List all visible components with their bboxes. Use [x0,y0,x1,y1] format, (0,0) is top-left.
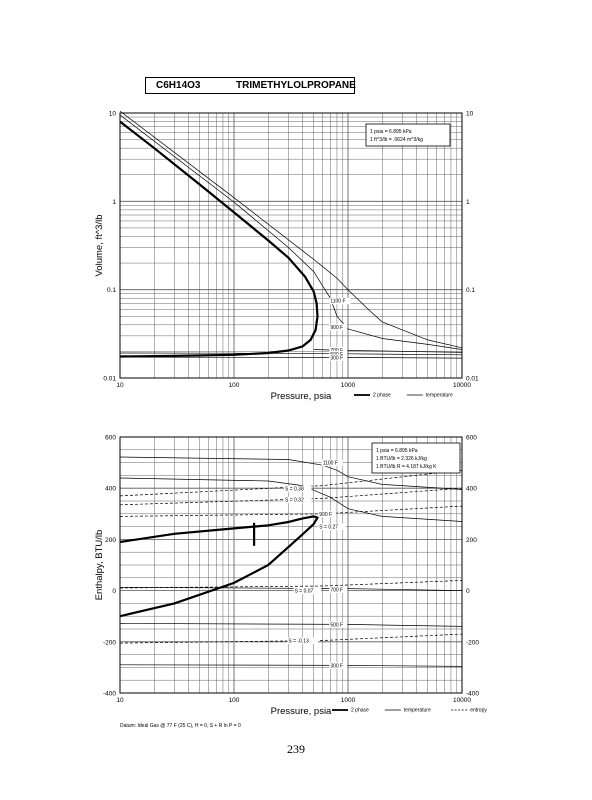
datum-note: Datum: Ideal Gas @ 77 F (25 C), H = 0, S… [120,723,241,729]
conversion-text: 1 BTU/lb R = 4.187 kJ/kg K [376,464,437,470]
curve-label-bg [293,587,322,595]
y-tick-label-right: -200 [466,639,479,646]
x-tick-label: 1000 [341,382,356,389]
series-dome-2-phase [119,515,320,618]
y-tick-label: 0.1 [107,287,116,294]
curve-label-bg [329,350,348,358]
curve-label-bg [329,346,348,354]
y-tick-label-right: 1 [466,199,470,206]
y-tick-label-right: 600 [466,435,477,442]
curve-label: S = 0.27 [319,525,338,531]
legend-label: 2 phase [351,708,369,714]
y-tick-label-right: 200 [466,537,477,544]
series-entropy-s-0-27 [119,505,463,517]
x-tick-label: 100 [229,697,240,704]
x-tick-label: 1000 [341,697,356,704]
y-tick-label: 0 [112,588,116,595]
x-axis-label: Pressure, psia [271,706,332,717]
compound-name: TRIMETHYLOLPROPANE [236,80,356,91]
series-temperature-1100-f [119,456,463,490]
curve-label: S = 0.38 [285,487,304,493]
conversion-text: 1 psia = 6.895 kPa [370,129,412,135]
x-tick-label: 10 [116,697,124,704]
conversion-text: 1 ft^3/lb = .0624 m^3/kg [370,137,423,143]
curve-label: 300 F [330,663,343,669]
curve-label: 900 F [330,325,343,331]
y-tick-label: 1 [112,199,116,206]
x-tick-label: 10 [116,382,124,389]
conversion-box [371,442,461,474]
series-temperature-1100-f [119,110,463,349]
curve-label-bg [329,586,348,593]
curve-label-bg [318,510,337,518]
curve-label-bg [287,637,319,645]
y-tick-label: 10 [109,111,117,118]
y-tick-label-right: 0 [466,588,470,595]
conversion-text: 1 BTU/lb = 2.326 kJ/kg [376,456,427,462]
chart-title-box: C6H14O3 TRIMETHYLOLPROPANE [145,77,356,94]
series-entropy-s-0-32 [119,487,463,506]
plot-frame [119,112,463,379]
y-tick-label-right: 10 [466,111,474,118]
curve-label: 700 F [330,587,343,593]
curve-label-bg [329,354,348,361]
series-temperature-700-f [119,586,463,591]
y-tick-label: -200 [103,639,116,646]
series-temperature-500-f [119,352,463,356]
legend-label: temperature [426,393,453,399]
y-tick-label: 0.01 [103,376,116,383]
y-tick-label-right: -400 [466,691,479,698]
x-tick-label: 10000 [453,697,471,704]
series-temperature-900-f [119,477,463,522]
y-axis-label: Volume, ft^3/lb [94,214,105,276]
curve-label-bg [329,297,351,305]
compound-formula: C6H14O3 [156,80,201,91]
y-tick-label-right: 400 [466,486,477,493]
legend-label: 2 phase [373,393,391,399]
y-tick-label: 200 [105,537,116,544]
curve-label-bg [283,485,312,493]
legend-label: temperature [404,708,431,714]
curve-label-bg [329,662,348,669]
curve-label: 300 F [330,355,343,361]
conversion-box [365,123,451,147]
conversion-text: 1 psia = 6.895 kPa [376,448,418,454]
series-temperature-900-f [119,114,463,350]
x-tick-label: 100 [229,382,240,389]
series-entropy-s-0-07 [119,580,463,589]
y-tick-label: -400 [103,691,116,698]
y-tick-label-right: 0.1 [466,287,475,294]
x-axis-label: Pressure, psia [271,391,332,402]
curve-label: 1100 F [323,461,338,467]
series-temperature-300-f [119,664,463,667]
curve-label: 500 F [330,622,343,628]
series-temperature-300-f [119,356,463,359]
curve-label: 900 F [319,512,332,518]
series-entropy-s-0-13 [119,633,463,644]
curve-label: S = 0.32 [285,498,304,504]
curve-label: 1100 F [330,299,345,305]
curve-label: S = -0.13 [288,639,309,645]
curve-label: S = 0.07 [295,589,314,595]
y-tick-label-right: 0.01 [466,376,479,383]
curve-label-bg [283,496,312,504]
series-temperature-500-f [119,623,463,627]
page-number: 239 [287,742,305,756]
curve-label-bg [329,323,348,331]
series-entropy-s-0-38 [119,469,463,497]
y-tick-label: 600 [105,435,116,442]
curve-label-bg [321,459,343,467]
x-tick-label: 10000 [453,382,471,389]
plot-frame [119,436,463,694]
y-axis-label: Enthalpy, BTU/lb [94,530,105,601]
y-tick-label: 400 [105,486,116,493]
legend-label: entropy [470,708,487,714]
curve-label-bg [318,523,346,531]
curve-label-bg [329,621,348,628]
